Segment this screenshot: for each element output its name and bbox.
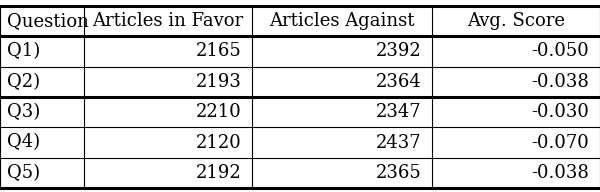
Text: 2210: 2210: [196, 103, 241, 121]
Text: -0.038: -0.038: [532, 164, 589, 182]
Text: Articles in Favor: Articles in Favor: [92, 12, 244, 30]
Text: -0.038: -0.038: [532, 73, 589, 91]
Text: Avg. Score: Avg. Score: [467, 12, 565, 30]
Text: 2365: 2365: [376, 164, 421, 182]
Text: Q2): Q2): [7, 73, 40, 91]
Text: 2392: 2392: [376, 42, 421, 60]
Text: -0.050: -0.050: [532, 42, 589, 60]
Text: -0.030: -0.030: [532, 103, 589, 121]
Text: Q4): Q4): [7, 134, 40, 151]
Text: 2193: 2193: [196, 73, 241, 91]
Text: 2347: 2347: [376, 103, 421, 121]
Text: Q5): Q5): [7, 164, 40, 182]
Text: 2192: 2192: [196, 164, 241, 182]
Text: -0.070: -0.070: [532, 134, 589, 151]
Text: 2120: 2120: [196, 134, 241, 151]
Text: Articles Against: Articles Against: [269, 12, 415, 30]
Text: Q1): Q1): [7, 42, 40, 60]
Text: 2364: 2364: [376, 73, 421, 91]
Text: Question: Question: [7, 12, 89, 30]
Text: 2437: 2437: [376, 134, 421, 151]
Text: Q3): Q3): [7, 103, 40, 121]
Text: 2165: 2165: [196, 42, 241, 60]
